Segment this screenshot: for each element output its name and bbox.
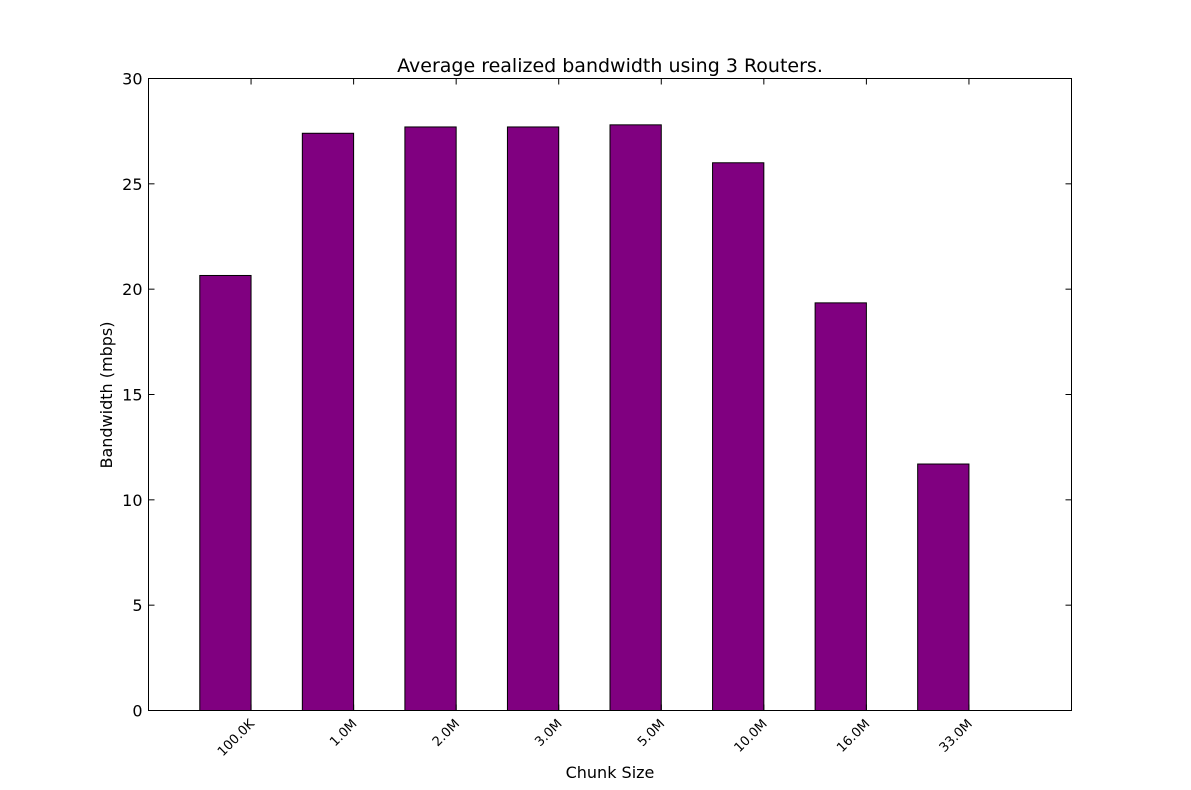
bar-3.0M [506,126,560,712]
bar-10.0M [712,162,765,711]
y-axis: 0 5 10 15 20 25 30 [122,70,1072,721]
chart-title: Average realized bandwidth using 3 Route… [397,55,823,77]
x-tick-label: 2.0M [430,717,463,750]
bar-16.0M [814,302,867,711]
bar-1.0M [301,132,355,712]
x-tick-label: 100.0K [215,716,258,759]
x-axis-label: Chunk Size [566,763,655,782]
y-tick-label: 20 [122,280,142,299]
y-tick-label: 10 [122,491,142,510]
y-axis-label: Bandwidth (mbps) [97,322,116,469]
x-tick-label: 10.0M [732,717,771,756]
x-tick-label: 3.0M [532,717,565,750]
x-tick-label: 1.0M [327,717,360,750]
bars-group [199,124,970,712]
x-tick-label: 5.0M [635,717,668,750]
bar-33.0M [917,463,970,711]
bar-100.0K [199,274,252,711]
x-tick-label: 33.0M [937,717,976,756]
y-tick-label: 5 [132,596,142,615]
y-tick-label: 25 [122,175,142,194]
bar-5.0M [609,124,662,711]
bar-2.0M [404,126,457,712]
y-tick-label: 30 [122,70,142,89]
x-tick-label: 16.0M [834,717,873,756]
y-tick-label: 15 [122,386,142,405]
y-tick-label: 0 [132,702,142,721]
